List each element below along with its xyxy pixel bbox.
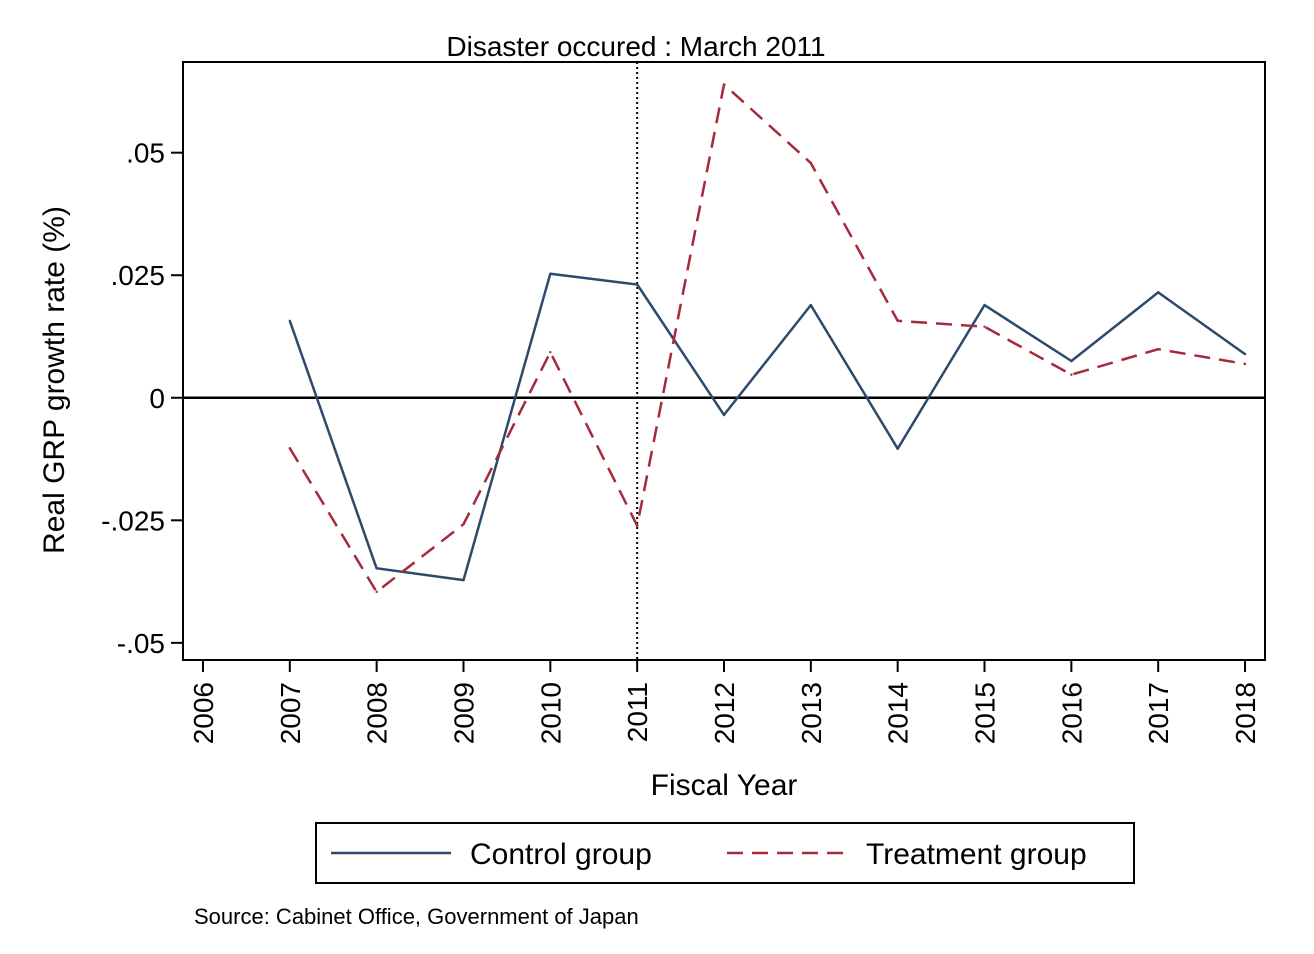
data-point	[722, 83, 726, 86]
x-tick-label: 2015	[970, 682, 1001, 744]
series-layer	[288, 83, 1247, 594]
y-axis-title: Real GRP growth rate (%)	[38, 206, 71, 554]
legend-treatment-label: Treatment group	[866, 838, 1087, 871]
data-point	[462, 578, 465, 582]
data-point	[549, 350, 552, 354]
series-line-control-group	[288, 272, 1246, 582]
x-tick-label: 2014	[883, 682, 914, 744]
data-point	[809, 161, 813, 165]
data-point	[635, 524, 639, 527]
x-tick-label: 2010	[535, 682, 566, 744]
data-point	[722, 413, 726, 417]
x-axis: 2006 2007 2008 2009 2010 2011 2012 2013 2014 2015…	[188, 660, 1261, 744]
legend-box	[315, 822, 1135, 884]
plot-area-frame	[182, 61, 1266, 661]
x-tick-label: 2013	[796, 682, 827, 744]
x-axis-title: Fiscal Year	[651, 769, 798, 802]
source-note: Source: Cabinet Office, Government of Ja…	[194, 904, 639, 929]
data-point	[1156, 348, 1160, 351]
data-point	[635, 283, 639, 286]
data-point	[1156, 291, 1160, 294]
y-tick-label: -.05	[117, 628, 165, 659]
x-tick-label: 2009	[448, 682, 479, 744]
data-point	[983, 303, 986, 307]
legend: Control group Treatment group	[315, 822, 1135, 884]
data-point	[288, 447, 292, 450]
data-point	[809, 303, 813, 307]
data-point	[983, 325, 986, 328]
x-tick-label: 2017	[1143, 682, 1174, 744]
data-point	[896, 447, 899, 450]
x-tick-label: 2016	[1056, 682, 1087, 744]
data-point	[549, 272, 552, 275]
y-tick-label: .025	[111, 260, 166, 291]
data-point	[1070, 359, 1073, 363]
x-tick-label: 2008	[362, 682, 393, 744]
x-tick-label: 2007	[275, 682, 306, 744]
data-point	[462, 523, 465, 526]
data-point	[1243, 362, 1247, 366]
data-point	[1243, 352, 1247, 356]
legend-control-label: Control group	[470, 838, 652, 871]
series-line-treatment-group	[288, 83, 1246, 594]
x-tick-label: 2012	[709, 682, 740, 744]
y-tick-label: -.025	[101, 505, 165, 536]
data-point	[375, 567, 378, 570]
x-tick-label: 2006	[188, 682, 219, 744]
y-tick-label: .05	[126, 138, 165, 169]
x-tick-label: 2011	[622, 682, 653, 742]
data-point	[896, 319, 899, 323]
y-tick-label: 0	[149, 383, 165, 414]
chart-annotation: Disaster occured : March 2011	[446, 31, 825, 62]
data-point	[288, 319, 292, 323]
x-tick-label: 2018	[1230, 682, 1261, 744]
y-axis: -.05 -.025 0 .025 .05	[101, 138, 183, 659]
data-point	[1070, 373, 1073, 376]
data-point	[375, 590, 378, 594]
